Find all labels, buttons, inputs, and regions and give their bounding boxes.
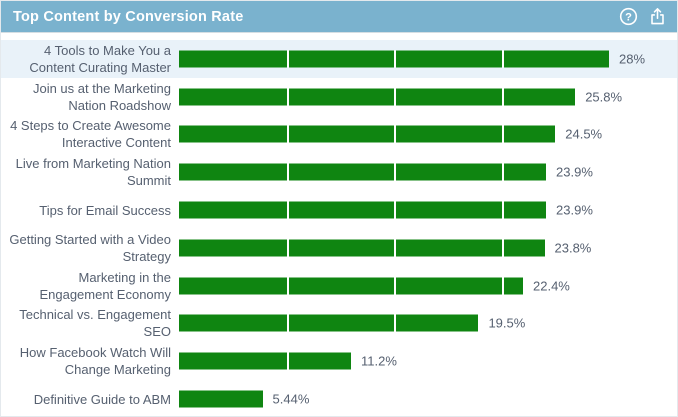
value-label: 11.2% — [361, 353, 397, 369]
svg-text:?: ? — [625, 11, 632, 23]
value-label: 24.5% — [565, 126, 603, 142]
chart-row[interactable]: Technical vs. Engagement SEO 19.5% — [1, 305, 677, 343]
value-label: 23.8% — [554, 240, 592, 256]
chart-row[interactable]: Join us at the Marketing Nation Roadshow… — [1, 78, 677, 116]
bar[interactable] — [179, 88, 576, 106]
bar[interactable] — [179, 50, 609, 68]
bar[interactable] — [179, 201, 547, 219]
chart-row[interactable]: How Facebook Watch Will Change Marketing… — [1, 342, 677, 380]
value-label: 25.8% — [585, 89, 623, 105]
row-label: 4 Tools to Make You a Content Curating M… — [29, 42, 171, 75]
bar[interactable] — [179, 314, 479, 332]
bar[interactable] — [179, 125, 556, 143]
chart-row[interactable]: 4 Steps to Create Awesome Interactive Co… — [1, 116, 677, 154]
bar[interactable] — [179, 239, 545, 257]
bar[interactable] — [179, 163, 547, 181]
chart-row[interactable]: Tips for Email Success 23.9% — [1, 191, 677, 229]
row-label: Getting Started with a Video Strategy — [9, 231, 171, 264]
bar-track: 25.8% — [179, 78, 622, 116]
row-label: Definitive Guide to ABM — [33, 391, 171, 407]
widget-header: Top Content by Conversion Rate ? — [1, 1, 677, 32]
chart-row[interactable]: Definitive Guide to ABM 5.44% — [1, 380, 677, 416]
bar-track: 11.2% — [179, 342, 609, 380]
row-label: Marketing in the Engagement Economy — [39, 269, 171, 302]
bar-chart: 4 Tools to Make You a Content Curating M… — [1, 32, 677, 416]
widget-title: Top Content by Conversion Rate — [13, 8, 244, 25]
bar-track: 22.4% — [179, 267, 609, 305]
value-label: 28% — [619, 51, 646, 67]
chart-row[interactable]: Getting Started with a Video Strategy 23… — [1, 229, 677, 267]
row-label: 4 Steps to Create Awesome Interactive Co… — [10, 118, 171, 151]
value-label: 5.44% — [272, 391, 310, 407]
chart-row[interactable]: Live from Marketing Nation Summit 23.9% — [1, 153, 677, 191]
row-label: How Facebook Watch Will Change Marketing — [19, 345, 171, 378]
bar-track: 24.5% — [179, 116, 609, 154]
help-icon[interactable]: ? — [618, 7, 638, 27]
value-label: 19.5% — [488, 315, 526, 331]
row-label: Join us at the Marketing Nation Roadshow — [32, 80, 171, 113]
chart-row[interactable]: Marketing in the Engagement Economy 22.4… — [1, 267, 677, 305]
row-label: Technical vs. Engagement SEO — [19, 307, 171, 340]
bar-track: 19.5% — [179, 305, 609, 343]
bar-track: 23.9% — [179, 153, 609, 191]
row-label: Tips for Email Success — [39, 202, 171, 218]
chart-row[interactable]: 4 Tools to Make You a Content Curating M… — [1, 40, 677, 78]
value-label: 23.9% — [556, 164, 593, 180]
share-icon[interactable] — [647, 7, 667, 27]
bar[interactable] — [179, 352, 351, 370]
bar-track: 5.44% — [179, 380, 609, 416]
value-label: 22.4% — [533, 278, 570, 294]
bar-track: 28% — [179, 40, 645, 78]
row-label: Live from Marketing Nation Summit — [15, 156, 171, 189]
bar[interactable] — [179, 390, 263, 408]
bar-track: 23.8% — [179, 229, 609, 267]
bar[interactable] — [179, 277, 523, 295]
bar-track: 23.9% — [179, 191, 609, 229]
value-label: 23.9% — [556, 202, 593, 218]
